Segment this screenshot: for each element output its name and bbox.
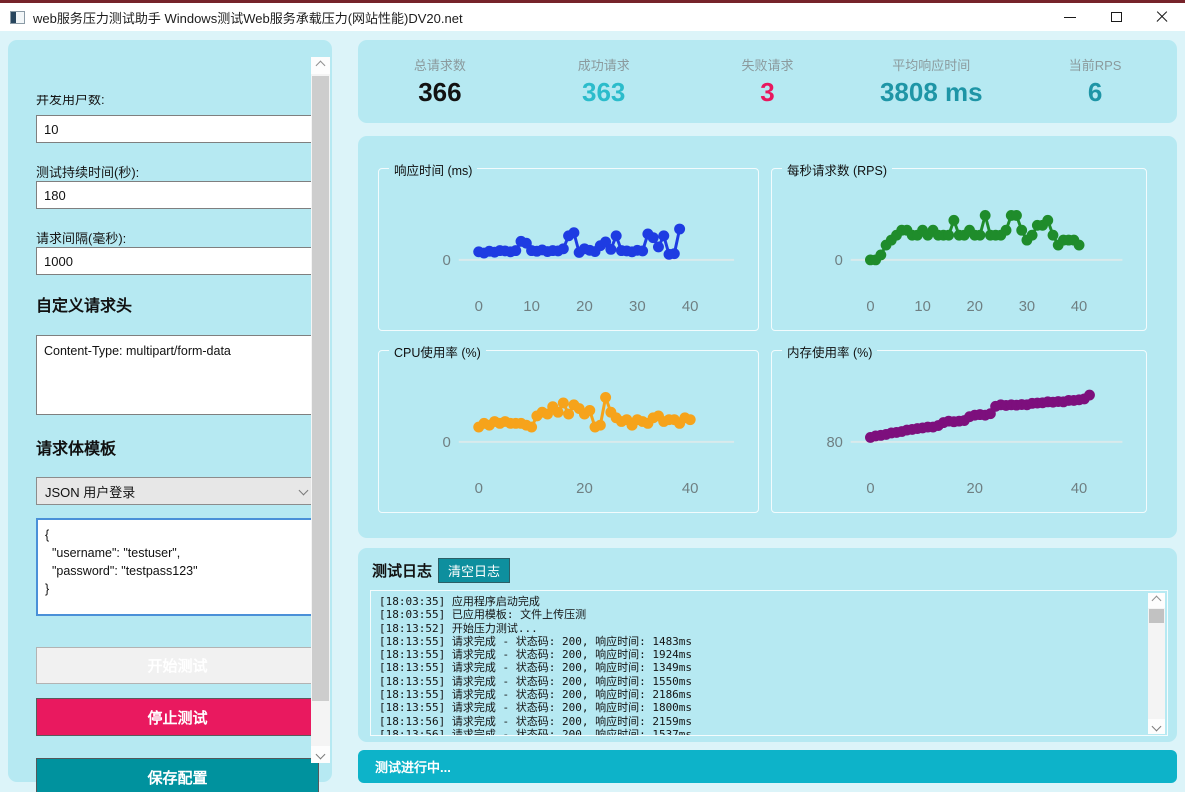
log-line: [18:03:55] 已应用模板: 文件上传压测 (379, 608, 587, 622)
log-line: [18:03:35] 应用程序启动完成 (379, 595, 540, 608)
test-log-panel: 测试日志 清空日志 [18:03:35] 应用程序启动完成 [18:03:55] … (358, 548, 1177, 742)
rps-chart: 每秒请求数 (RPS) 0 0 10 20 30 40 (771, 160, 1147, 331)
minimize-button[interactable] (1047, 3, 1093, 31)
response-time-chart-plot: 0 0 10 20 30 40 (442, 223, 735, 315)
memory-usage-chart-plot: 80 0 20 40 (826, 389, 1123, 497)
response-time-chart-title: 响应时间 (ms) (389, 160, 478, 179)
duration-input[interactable] (36, 181, 319, 209)
log-output: [18:03:35] 应用程序启动完成 [18:03:55] 已应用模板: 文件上… (370, 590, 1168, 736)
memory-usage-chart: 内存使用率 (%) 80 0 20 40 (771, 342, 1147, 513)
svg-text:0: 0 (866, 299, 874, 315)
svg-text:20: 20 (576, 481, 593, 497)
maximize-button[interactable] (1093, 3, 1139, 31)
log-line: [18:13:56] 请求完成 - 状态码: 200, 响应时间: 1537ms (379, 727, 693, 736)
log-line: [18:13:55] 请求完成 - 状态码: 200, 响应时间: 1349ms (379, 661, 693, 675)
svg-text:0: 0 (442, 253, 450, 269)
svg-text:40: 40 (682, 299, 699, 315)
stat-total-requests: 总请求数 366 (413, 58, 466, 107)
body-template-select[interactable]: JSON 用户登录 (36, 477, 319, 505)
svg-text:80: 80 (826, 435, 842, 451)
custom-headers-textarea[interactable]: Content-Type: multipart/form-data (36, 335, 319, 415)
log-scroll-up-button[interactable] (1148, 593, 1165, 608)
cpu-usage-chart-plot: 0 0 20 40 (442, 391, 735, 497)
log-line: [18:13:55] 请求完成 - 状态码: 200, 响应时间: 1550ms (379, 674, 693, 688)
svg-text:40: 40 (1071, 481, 1087, 497)
rps-chart-title: 每秒请求数 (RPS) (782, 160, 893, 179)
sidebar-scrollbar-thumb[interactable] (312, 76, 329, 701)
svg-text:20: 20 (967, 299, 983, 315)
cpu-usage-chart: CPU使用率 (%) 0 0 20 40 (378, 342, 759, 513)
svg-text:30: 30 (1019, 299, 1035, 315)
memory-usage-chart-title: 内存使用率 (%) (782, 342, 878, 361)
stat-success-requests: 成功请求 363 (577, 58, 630, 107)
svg-text:40: 40 (1071, 299, 1087, 315)
custom-headers-heading: 自定义请求头 (36, 298, 133, 315)
stat-current-rps: 当前RPS 6 (1068, 58, 1122, 107)
body-template-heading: 请求体模板 (36, 441, 117, 458)
charts-panel: 响应时间 (ms) 0 0 10 20 30 40 每秒请求数 (RPS) 0 0 10 20 3… (358, 136, 1177, 538)
body-template-selected-value: JSON 用户登录 (45, 484, 136, 500)
minimize-icon (1064, 16, 1076, 18)
svg-text:10: 10 (914, 299, 930, 315)
close-icon (1155, 10, 1169, 24)
status-bar: 测试进行中... (358, 750, 1177, 783)
title-bar: web服务压力测试助手 Windows测试Web服务承载压力(网站性能)DV20… (0, 0, 1185, 31)
status-text: 测试进行中... (375, 760, 451, 775)
log-line: [18:13:55] 请求完成 - 状态码: 200, 响应时间: 2186ms (379, 688, 693, 702)
log-scrollbar[interactable] (1148, 593, 1165, 734)
test-log-heading: 测试日志 (372, 563, 433, 580)
svg-text:30: 30 (629, 299, 646, 315)
scroll-up-button[interactable] (311, 57, 330, 74)
response-time-chart: 响应时间 (ms) 0 0 10 20 30 40 (378, 160, 759, 331)
stat-failed-requests: 失败请求 3 (741, 58, 794, 107)
stop-test-button[interactable]: 停止测试 (36, 698, 319, 736)
stats-panel: 总请求数 366 成功请求 363 失败请求 3 平均响应时间 3808 ms … (358, 40, 1177, 123)
svg-text:40: 40 (682, 481, 699, 497)
log-line: [18:13:55] 请求完成 - 状态码: 200, 响应时间: 1800ms (379, 701, 693, 715)
log-line: [18:13:52] 开始压力测试... (379, 621, 538, 635)
log-line: [18:13:55] 请求完成 - 状态码: 200, 响应时间: 1924ms (379, 648, 693, 662)
svg-text:0: 0 (475, 299, 483, 315)
rps-chart-plot: 0 0 10 20 30 40 (835, 209, 1123, 315)
log-scroll-down-button[interactable] (1148, 719, 1165, 734)
log-lines: [18:03:35] 应用程序启动完成 [18:03:55] 已应用模板: 文件上… (379, 595, 1143, 736)
svg-text:20: 20 (576, 299, 593, 315)
log-scrollbar-thumb[interactable] (1149, 609, 1164, 623)
config-sidebar: 并发用户数: 测试持续时间(秒): 请求间隔(毫秒): 自定义请求头 Conte… (8, 40, 332, 792)
app-icon (10, 10, 25, 24)
svg-text:0: 0 (866, 481, 874, 497)
stat-avg-response-time: 平均响应时间 3808 ms (879, 58, 983, 107)
concurrent-users-label: 并发用户数: (36, 95, 105, 107)
close-button[interactable] (1139, 3, 1185, 31)
maximize-icon (1110, 12, 1122, 22)
scroll-down-button[interactable] (311, 746, 330, 763)
request-body-textarea[interactable]: { "username": "testuser", "password": "t… (36, 518, 319, 616)
concurrent-users-input[interactable] (36, 115, 319, 143)
log-line: [18:13:55] 请求完成 - 状态码: 200, 响应时间: 1483ms (379, 634, 693, 648)
save-config-button[interactable]: 保存配置 (36, 758, 319, 792)
svg-text:20: 20 (967, 481, 983, 497)
svg-text:0: 0 (475, 481, 483, 497)
clear-log-button[interactable]: 清空日志 (438, 558, 511, 583)
svg-text:0: 0 (442, 435, 450, 451)
sidebar-scrollbar[interactable] (311, 57, 330, 763)
interval-label: 请求间隔(毫秒): (36, 231, 127, 246)
svg-text:10: 10 (523, 299, 540, 315)
interval-input[interactable] (36, 247, 319, 275)
start-test-button[interactable]: 开始测试 (36, 647, 319, 684)
log-line: [18:13:56] 请求完成 - 状态码: 200, 响应时间: 2159ms (379, 714, 693, 728)
window-title: web服务压力测试助手 Windows测试Web服务承载压力(网站性能)DV20… (33, 10, 463, 26)
chevron-down-icon (298, 485, 309, 496)
cpu-usage-chart-title: CPU使用率 (%) (389, 342, 486, 361)
duration-label: 测试持续时间(秒): (36, 165, 140, 180)
svg-text:0: 0 (835, 253, 843, 269)
